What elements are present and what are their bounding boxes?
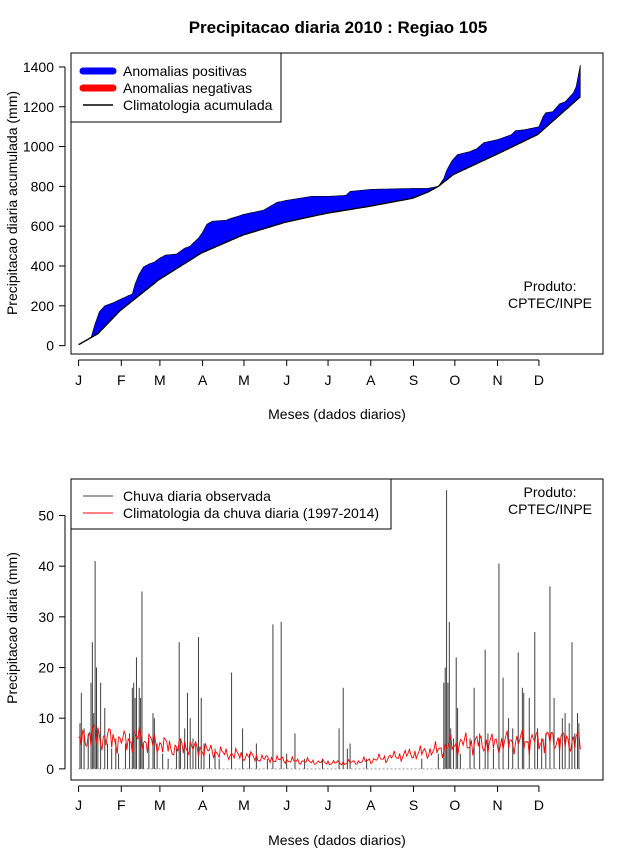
top-x-tick-label: M [238,372,250,388]
legend-clim: Climatologia acumulada [123,97,273,113]
bottom-product-name: CPTEC/INPE [508,501,592,517]
bottom-y-tick-label: 40 [38,558,54,574]
top-product-name: CPTEC/INPE [508,295,592,311]
bottom-y-axis: 0 10 20 30 40 50 [38,507,66,777]
top-y-tick-label: 0 [46,338,54,354]
bottom-x-tick-label: M [238,797,250,813]
bottom-y-tick-label: 30 [38,609,54,625]
bottom-y-tick-label: 20 [38,660,54,676]
bottom-x-tick-label: D [534,797,544,813]
bottom-product-label: Produto: [524,484,577,500]
bottom-y-tick-label: 50 [38,507,54,523]
top-y-tick-label: 1000 [23,139,54,155]
climatology-daily-line [78,724,581,766]
top-product-label: Produto: [524,278,577,294]
top-y-tick-label: 400 [31,258,55,274]
observed-bars-layer [78,490,581,770]
legend-observed: Chuva diaria observada [123,488,271,504]
top-x-tick-label: A [366,372,376,388]
bottom-x-tick-label: N [493,797,503,813]
bottom-x-tick-label: F [117,797,126,813]
top-y-tick-label: 600 [31,218,55,234]
bottom-x-tick-label: S [409,797,418,813]
bottom-x-tick-label: J [283,797,290,813]
top-x-tick-label: O [449,372,460,388]
legend-negative: Anomalias negativas [123,80,252,96]
bottom-legend: Chuva diaria observada Climatologia da c… [70,478,392,530]
top-x-tick-label: D [534,372,544,388]
top-y-axis-label: Precipitacao diaria acumulada (mm) [4,91,20,315]
legend-clim-daily: Climatologia da chuva diaria (1997-2014) [123,505,379,521]
top-x-tick-label: S [409,372,418,388]
bottom-x-tick-label: A [366,797,376,813]
bottom-y-tick-label: 0 [46,761,54,777]
bottom-x-tick-label: J [325,797,332,813]
top-x-tick-label: A [198,372,208,388]
bottom-y-axis-label: Precipitacao diaria (mm) [4,552,20,704]
bottom-x-tick-label: A [198,797,208,813]
top-x-tick-label: J [75,372,82,388]
top-x-tick-label: N [493,372,503,388]
climatology-line-layer [78,724,581,766]
top-y-tick-label: 1200 [23,99,54,115]
legend-positive: Anomalias positivas [123,63,247,79]
bottom-x-tick-label: O [449,797,460,813]
top-x-tick-label: F [117,372,126,388]
top-legend: Anomalias positivas Anomalias negativas … [70,52,282,123]
top-x-tick-label: M [154,372,166,388]
top-plot-frame [70,52,604,355]
bottom-x-tick-label: M [154,797,166,813]
top-x-tick-label: J [325,372,332,388]
top-y-tick-label: 1400 [23,59,54,75]
bottom-x-axis-label: Meses (dados diarios) [268,832,406,848]
climatology-cumulative-line [78,96,581,346]
top-y-tick-label: 200 [31,298,55,314]
bottom-x-tick-label: J [75,797,82,813]
cumulative-panel: 0 200 400 600 800 1000 1200 1400 J F M A M J J A S O N D M… [4,52,604,422]
daily-panel: 0 10 20 30 40 50 J F M A M J J A S O N D Meses (dados di… [4,478,604,848]
top-x-tick-label: J [283,372,290,388]
bottom-y-tick-label: 10 [38,710,54,726]
chart-title: Precipitacao diaria 2010 : Regiao 105 [189,18,488,37]
top-x-axis-label: Meses (dados diarios) [268,406,406,422]
bottom-legend-box [70,478,392,530]
top-y-tick-label: 800 [31,178,55,194]
top-y-axis: 0 200 400 600 800 1000 1200 1400 [23,59,66,354]
anomaly-area-layer [78,64,581,346]
